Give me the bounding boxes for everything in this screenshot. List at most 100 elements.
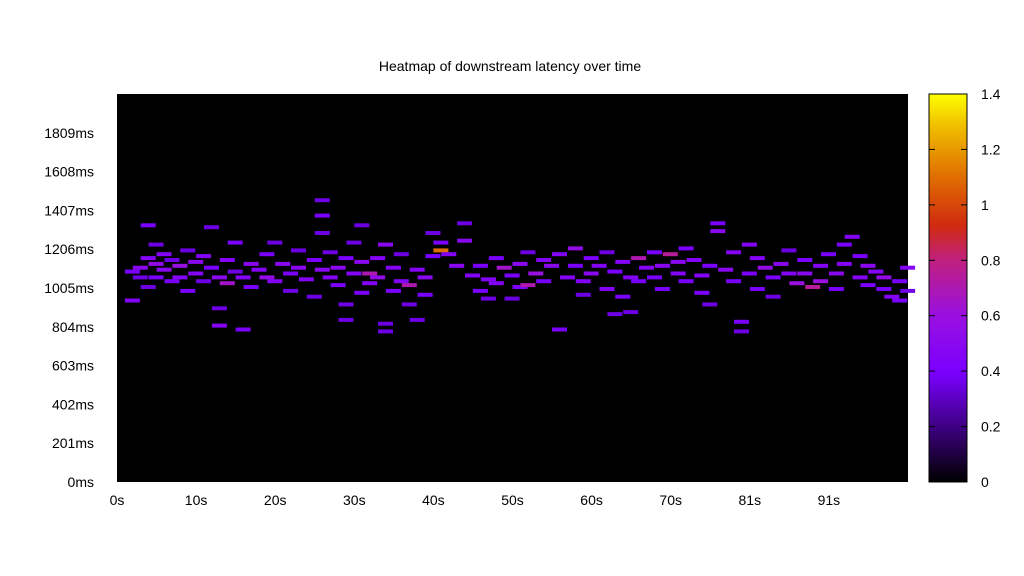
heatmap-cell <box>148 275 164 280</box>
heatmap-cell <box>852 275 868 280</box>
colorbar-tick-label: 0.6 <box>981 308 1001 324</box>
chart-title: Heatmap of downstream latency over time <box>379 58 641 74</box>
heatmap-cell <box>306 258 322 262</box>
heatmap-cell <box>314 213 330 218</box>
x-tick-label: 10s <box>185 492 208 508</box>
heatmap-cell <box>219 281 235 286</box>
heatmap-cell <box>504 273 520 278</box>
heatmap-cell <box>639 265 655 270</box>
heatmap-cell <box>291 265 306 270</box>
heatmap-cell <box>480 277 496 282</box>
heatmap-cell <box>211 306 227 311</box>
heatmap-cell <box>314 267 330 272</box>
x-tick-label: 50s <box>501 492 524 508</box>
heatmap-cell <box>876 287 892 291</box>
heatmap-cell <box>607 312 623 317</box>
heatmap-cell <box>457 221 473 226</box>
heatmap-cell <box>457 238 473 243</box>
heatmap-cell <box>346 271 362 276</box>
heatmap-cell <box>686 258 702 262</box>
heatmap-cell <box>599 250 615 255</box>
heatmap-cell <box>884 294 900 299</box>
heatmap-cell <box>148 242 164 247</box>
heatmap-cell <box>536 258 552 262</box>
heatmap-cell <box>172 263 188 268</box>
heatmap-cell <box>599 287 615 291</box>
heatmap-cell <box>860 283 876 288</box>
heatmap-cell <box>425 254 441 259</box>
heatmap-cell <box>520 250 536 255</box>
heatmap-cell <box>710 221 726 226</box>
heatmap-cell <box>496 265 512 270</box>
heatmap-cell <box>900 288 916 293</box>
heatmap-cell <box>583 256 599 261</box>
heatmap-cell <box>900 265 916 270</box>
heatmap-cell <box>480 296 496 301</box>
heatmap-cell <box>734 319 749 324</box>
heatmap-cell <box>409 267 425 272</box>
heatmap-cell <box>868 269 884 274</box>
y-tick-label: 402ms <box>52 396 94 412</box>
colorbar <box>928 93 968 483</box>
y-tick-label: 804ms <box>52 319 94 335</box>
colorbar-tick-label: 0.8 <box>981 252 1001 268</box>
colorbar-tick-label: 0.2 <box>981 419 1001 435</box>
heatmap-cell <box>575 279 591 284</box>
heatmap-cells <box>124 198 916 334</box>
y-tick-label: 1608ms <box>44 164 94 180</box>
heatmap-cell <box>172 275 188 280</box>
heatmap-cell <box>536 279 552 284</box>
heatmap-cell <box>196 279 212 284</box>
heatmap-cell <box>385 265 401 270</box>
heatmap-cell <box>370 256 386 261</box>
heatmap-cell <box>694 273 710 278</box>
heatmap-cell <box>164 279 180 284</box>
heatmap-cell <box>702 302 718 307</box>
heatmap-cell <box>243 285 259 289</box>
heatmap-cell <box>449 263 465 268</box>
heatmap-cell <box>346 240 362 245</box>
heatmap-cell <box>124 298 140 303</box>
heatmap-cell <box>148 261 164 266</box>
heatmap-cell <box>354 290 370 295</box>
heatmap-cell <box>805 285 821 289</box>
heatmap-cell <box>520 283 536 288</box>
heatmap-cell <box>259 275 275 280</box>
heatmap-cell <box>876 275 892 280</box>
heatmap-cell <box>607 269 623 274</box>
heatmap-cell <box>615 259 631 264</box>
heatmap-cell <box>765 294 781 299</box>
heatmap-cell <box>654 287 670 291</box>
heatmap-cell <box>283 288 299 293</box>
heatmap-cell <box>670 259 686 264</box>
heatmap-cell <box>694 290 710 295</box>
heatmap-cell <box>647 250 662 255</box>
heatmap-cell <box>567 246 583 251</box>
heatmap-cell <box>741 271 757 276</box>
heatmap-cell <box>852 254 868 259</box>
heatmap-cell <box>314 198 330 203</box>
heatmap-cell <box>567 263 583 268</box>
heatmap-cell <box>512 285 528 289</box>
heatmap-cell <box>472 288 488 293</box>
heatmap-cell <box>828 287 844 291</box>
heatmap-cell <box>267 240 283 245</box>
heatmap-cell <box>860 263 876 268</box>
heatmap-cell <box>378 329 393 334</box>
x-tick-label: 40s <box>422 492 445 508</box>
heatmap-cell <box>797 258 813 262</box>
heatmap-cell <box>892 279 908 284</box>
heatmap-cell <box>362 281 378 286</box>
heatmap-cell <box>227 240 243 245</box>
y-tick-label: 1407ms <box>44 202 94 218</box>
heatmap-cell <box>472 263 488 268</box>
heatmap-cell <box>441 252 457 257</box>
heatmap-cell <box>662 252 678 257</box>
y-tick-label: 201ms <box>52 435 94 451</box>
heatmap-cell <box>188 271 204 276</box>
heatmap-cell <box>267 279 283 284</box>
heatmap-cell <box>417 275 433 280</box>
heatmap-cell <box>156 267 172 272</box>
heatmap-cell <box>892 298 908 303</box>
heatmap-cell <box>362 271 378 276</box>
